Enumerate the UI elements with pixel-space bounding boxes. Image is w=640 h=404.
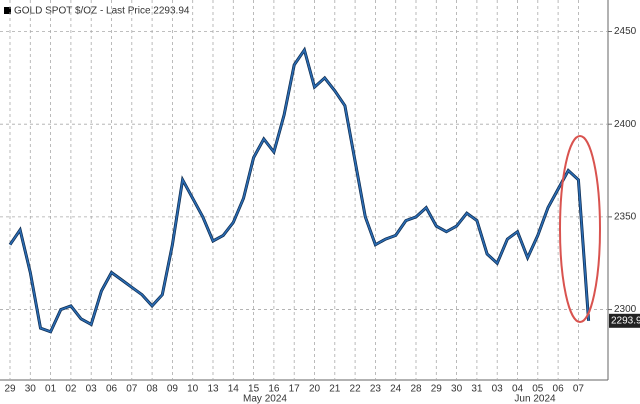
x-tick-label: 15: [248, 384, 260, 395]
y-tick-label: 2450: [614, 26, 637, 37]
x-tick-label: 23: [370, 384, 382, 395]
y-tick-label: 2400: [614, 119, 637, 130]
x-tick-label: 17: [289, 384, 301, 395]
x-tick-label: 28: [410, 384, 422, 395]
x-tick-label: 29: [431, 384, 443, 395]
x-tick-label: 10: [187, 384, 199, 395]
x-tick-label: 30: [25, 384, 37, 395]
x-tick-label: 08: [147, 384, 159, 395]
legend-swatch: [4, 7, 11, 14]
x-tick-label: 21: [329, 384, 341, 395]
x-tick-label: 04: [512, 384, 524, 395]
x-tick-label: 20: [309, 384, 321, 395]
x-tick-label: 13: [207, 384, 219, 395]
x-tick-label: 14: [228, 384, 240, 395]
x-tick-label: 30: [451, 384, 463, 395]
x-tick-label: 09: [167, 384, 179, 395]
x-tick-label: 01: [45, 384, 57, 395]
y-tick-label: 2350: [614, 212, 637, 223]
last-price-label: 2293.94: [611, 315, 640, 326]
month-label: Jun 2024: [514, 394, 556, 404]
x-tick-label: 07: [126, 384, 138, 395]
x-tick-label: 16: [268, 384, 280, 395]
month-label: May 2024: [243, 394, 287, 404]
x-tick-label: 06: [553, 384, 565, 395]
highlight-ellipse: [559, 135, 601, 323]
x-tick-label: 05: [532, 384, 544, 395]
x-tick-label: 22: [350, 384, 362, 395]
x-tick-label: 29: [4, 384, 16, 395]
x-tick-label: 24: [390, 384, 402, 395]
x-tick-label: 07: [573, 384, 585, 395]
last-price-box: [609, 313, 640, 328]
price-line: [9, 48, 590, 333]
x-tick-label: 02: [65, 384, 77, 395]
x-tick-label: 03: [86, 384, 98, 395]
x-tick-label: 03: [492, 384, 504, 395]
chart-title: GOLD SPOT $/OZ - Last Price 2293.94: [14, 6, 190, 17]
y-tick-label: 2300: [614, 304, 637, 315]
x-tick-label: 31: [471, 384, 483, 395]
x-tick-label: 06: [106, 384, 118, 395]
